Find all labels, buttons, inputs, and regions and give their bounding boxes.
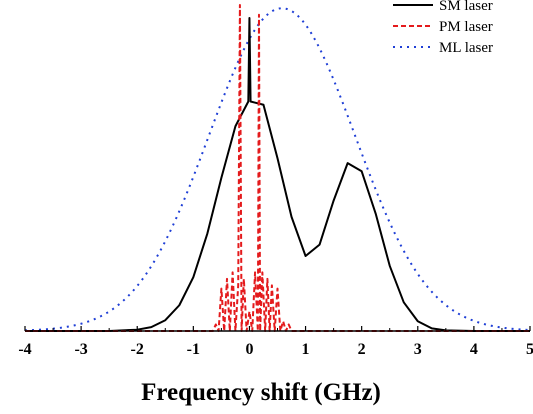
legend-label: ML laser <box>439 40 493 56</box>
x-tick-label: 5 <box>526 341 533 358</box>
legend-label: SM laser <box>439 0 493 14</box>
series-line-sm-laser <box>25 17 530 332</box>
series-line-ml-laser <box>24 7 531 332</box>
x-tick-label: 2 <box>358 341 366 358</box>
x-tick-label: -3 <box>74 341 87 358</box>
legend: SM laser PM laser ML laser <box>393 0 493 56</box>
plot-lines <box>24 4 531 332</box>
x-axis-title: Frequency shift (GHz) <box>141 379 381 406</box>
x-tick-label: -1 <box>187 341 200 358</box>
x-tick-label: 4 <box>470 341 478 358</box>
x-tick-label: 1 <box>302 341 310 358</box>
x-tick-label: -2 <box>131 341 144 358</box>
x-ticks: -4 -3 -2 -1 0 1 2 3 4 5 <box>18 326 533 358</box>
series-line-pm-laser <box>25 4 530 332</box>
x-tick-label: -4 <box>18 341 31 358</box>
x-tick-label: 3 <box>414 341 422 358</box>
x-tick-label: 0 <box>245 341 253 358</box>
legend-label: PM laser <box>439 19 493 35</box>
